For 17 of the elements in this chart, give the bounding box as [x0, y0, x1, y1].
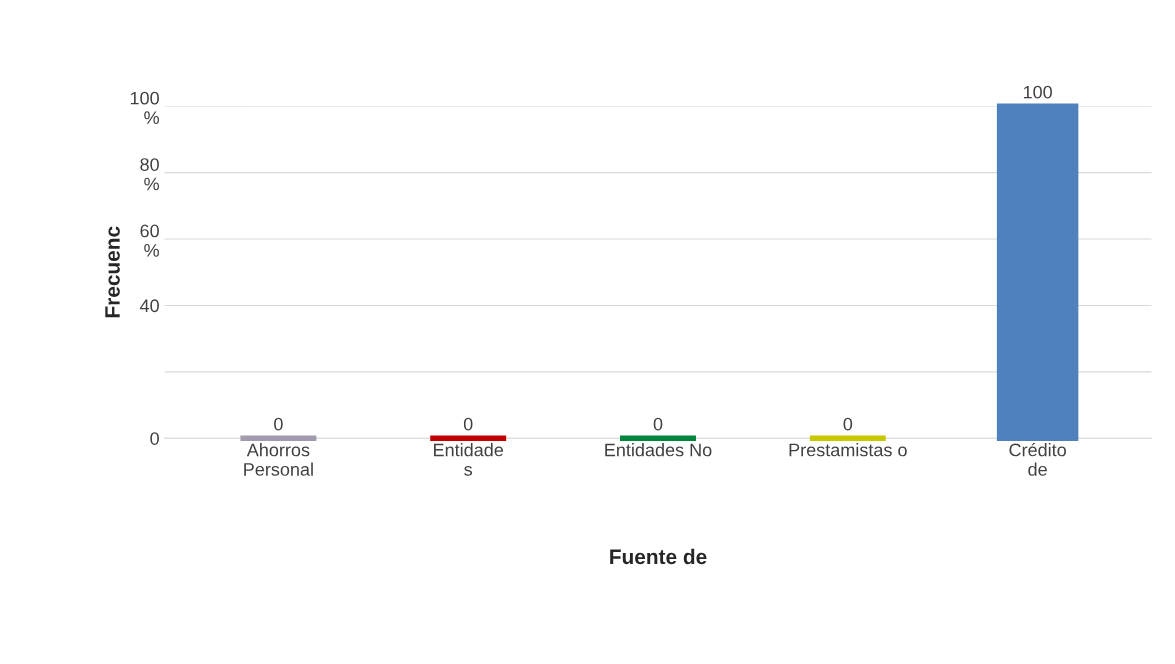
x-axis-title: Fuente de	[610, 548, 707, 565]
x-tick-label: Crédito de	[1009, 442, 1066, 476]
y-tick-label: 80 %	[140, 158, 159, 191]
y-axis-title: Frecuenc	[105, 226, 120, 318]
data-label: 0	[653, 417, 663, 431]
data-label: 100	[1023, 85, 1052, 99]
x-tick-label: Entidade s	[434, 443, 504, 476]
y-tick-label: 40	[139, 299, 159, 313]
y-tick-label: 0	[150, 432, 159, 445]
x-tick-label: Entidades No	[605, 443, 712, 457]
data-label: 0	[463, 417, 473, 431]
x-tick-label: Prestamistas o	[789, 443, 907, 457]
data-label: 0	[843, 417, 853, 431]
y-tick-label: 60 %	[140, 224, 159, 257]
data-label: 0	[274, 417, 283, 431]
x-tick-label: Ahorros Personal	[244, 443, 313, 476]
y-tick-label: 100 %	[130, 91, 159, 124]
